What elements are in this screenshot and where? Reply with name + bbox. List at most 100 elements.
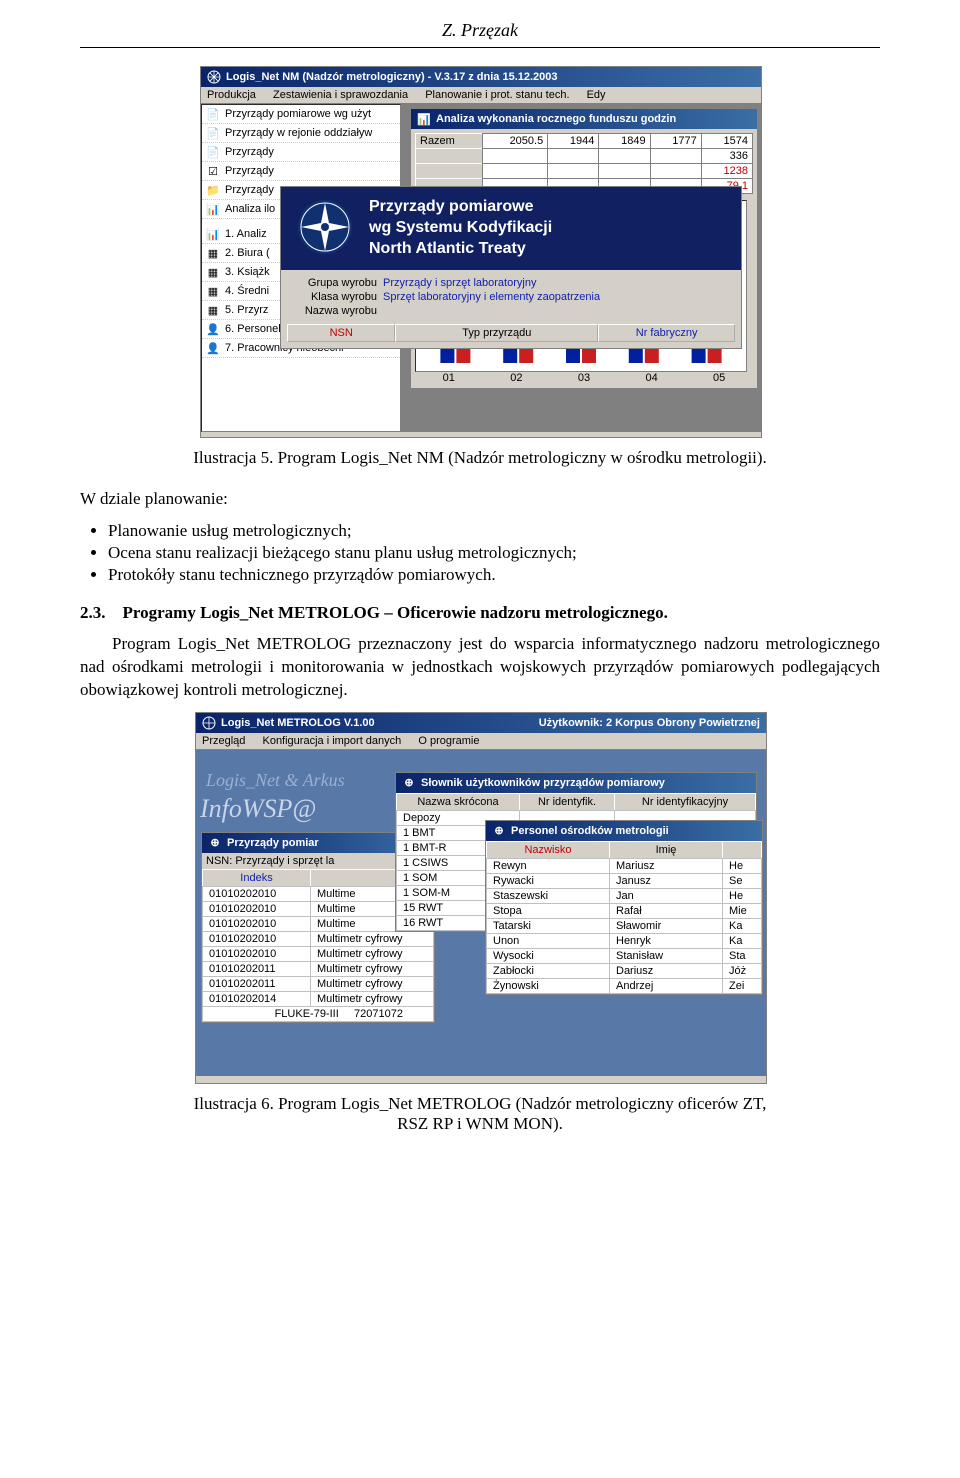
field-label: Klasa wyrobu xyxy=(287,291,383,303)
screenshot-1: Logis_Net NM (Nadzór metrologiczny) - V.… xyxy=(80,66,880,436)
menu-item[interactable]: Przegląd xyxy=(202,735,245,747)
figure-caption-5: Ilustracja 5. Program Logis_Net NM (Nadz… xyxy=(80,448,880,468)
table-row[interactable]: ŻynowskiAndrzejZei xyxy=(487,978,762,993)
col-indeks[interactable]: Indeks xyxy=(203,869,311,886)
side-item[interactable]: ☑ Przyrządy xyxy=(202,162,400,181)
table-row[interactable]: ZabłockiDariuszJóż xyxy=(487,963,762,978)
side-item[interactable]: 📄Przyrządy w rejonie oddziaływ xyxy=(202,124,400,143)
field-label: Nazwa wyrobu xyxy=(287,305,383,317)
users-dict-titlebar: ⊕ Słownik użytkowników przyrządów pomiar… xyxy=(396,773,756,793)
check-icon: ☑ xyxy=(206,164,220,178)
table-row[interactable]: 01010202014Multimetr cyfrowy xyxy=(203,991,434,1006)
side-item-label: 1. Analiz xyxy=(225,228,267,240)
side-item-label: Przyrządy pomiarowe wg użyt xyxy=(225,108,371,120)
page-header-author: Z. Przęzak xyxy=(80,20,880,41)
menu-item[interactable]: Planowanie i prot. stanu tech. xyxy=(425,89,569,101)
table-row[interactable]: 01010202011Multimetr cyfrowy xyxy=(203,961,434,976)
planning-bullets: Planowanie usług metrologicznych; Ocena … xyxy=(108,521,880,585)
instruments-title: Przyrządy pomiar xyxy=(227,837,319,849)
app-icon: ⊕ xyxy=(402,776,416,790)
table-cell: 336 xyxy=(701,149,752,164)
table-icon: ▦ xyxy=(206,303,220,317)
column-header-type[interactable]: Typ przyrządu xyxy=(395,324,598,342)
table-icon: ▦ xyxy=(206,246,220,260)
nato-banner-line: North Atlantic Treaty xyxy=(369,239,552,260)
side-item-label: 5. Przyrz xyxy=(225,304,268,316)
bullet: Ocena stanu realizacji bieżącego stanu p… xyxy=(108,543,880,563)
side-item-label: Przyrządy xyxy=(225,165,274,177)
users-dict-title: Słownik użytkowników przyrządów pomiarow… xyxy=(421,777,665,789)
chart-icon: 📊 xyxy=(417,112,431,126)
analysis-window-titlebar: 📊 Analiza wykonania rocznego funduszu go… xyxy=(411,109,757,129)
column-header-serial[interactable]: Nr fabryczny xyxy=(598,324,735,342)
field-value: Przyrządy i sprzęt laboratoryjny xyxy=(383,277,536,289)
metrolog-menubar[interactable]: Przegląd Konfiguracja i import danych O … xyxy=(196,733,766,750)
field-label: Grupa wyrobu xyxy=(287,277,383,289)
side-item-label: 4. Średni xyxy=(225,285,269,297)
analysis-values-table: Razem 2050.5 1944 1849 1777 1574 336 123… xyxy=(415,133,753,194)
table-cell: 2050.5 xyxy=(483,134,548,149)
table-icon: ▦ xyxy=(206,265,220,279)
col-identno[interactable]: Nr identyfik. xyxy=(520,793,615,810)
table-row[interactable]: 01010202010Multimetr cyfrowy xyxy=(203,931,434,946)
table-cell: 1574 xyxy=(701,134,752,149)
row-label: Razem xyxy=(416,134,483,149)
chart-icon: 📊 xyxy=(206,227,220,241)
personnel-title: Personel ośrodków metrologii xyxy=(511,825,669,837)
analysis-window-title: Analiza wykonania rocznego funduszu godz… xyxy=(436,113,676,125)
nato-banner-line: Przyrządy pomiarowe xyxy=(369,197,552,218)
col-firstname[interactable]: Imię xyxy=(610,841,723,858)
table-row[interactable]: StopaRafałMie xyxy=(487,903,762,918)
person-icon: 👤 xyxy=(206,341,220,355)
menu-item[interactable]: Konfiguracja i import danych xyxy=(262,735,401,747)
figure-caption-6: Ilustracja 6. Program Logis_Net METROLOG… xyxy=(80,1094,880,1134)
col-surname[interactable]: Nazwisko xyxy=(487,841,610,858)
main-window-menubar[interactable]: Produkcja Zestawienia i sprawozdania Pla… xyxy=(201,87,761,104)
table-row[interactable]: FLUKE-79-III 72071072 xyxy=(203,1006,434,1021)
nato-banner-line: wg Systemu Kodyfikacji xyxy=(369,218,552,239)
col-extra[interactable] xyxy=(723,841,762,858)
column-header-nsn[interactable]: NSN xyxy=(287,324,395,342)
table-cell: 1238 xyxy=(701,164,752,179)
col-shortname[interactable]: Nazwa skrócona xyxy=(397,793,520,810)
nato-star-icon xyxy=(295,197,355,260)
doc-icon: 📄 xyxy=(206,107,220,121)
app-icon xyxy=(207,70,221,84)
table-row[interactable]: RywackiJanuszSe xyxy=(487,873,762,888)
table-row[interactable]: RewynMariuszHe xyxy=(487,858,762,873)
metrolog-user: Użytkownik: 2 Korpus Obrony Powietrznej xyxy=(539,717,760,729)
side-item[interactable]: 📄Przyrządy xyxy=(202,143,400,162)
metrolog-titlebar: Logis_Net METROLOG V.1.00 Użytkownik: 2 … xyxy=(196,713,766,733)
personnel-titlebar: ⊕ Personel ośrodków metrologii xyxy=(486,821,762,841)
table-row[interactable]: StaszewskiJanHe xyxy=(487,888,762,903)
field-value: Sprzęt laboratoryjny i elementy zaopatrz… xyxy=(383,291,600,303)
col-identno2[interactable]: Nr identyfikacyjny xyxy=(615,793,756,810)
app-icon: ⊕ xyxy=(492,824,506,838)
dialog-field-row: Klasa wyrobu Sprzęt laboratoryjny i elem… xyxy=(287,290,735,304)
screenshot-2: Logis_Net METROLOG V.1.00 Użytkownik: 2 … xyxy=(80,712,880,1082)
dialog-field-row: Grupa wyrobu Przyrządy i sprzęt laborato… xyxy=(287,276,735,290)
chart-axis-labels: 01 02 03 04 05 xyxy=(415,372,753,384)
menu-item[interactable]: Produkcja xyxy=(207,89,256,101)
side-item-label: Przyrządy xyxy=(225,184,274,196)
table-row[interactable]: WysockiStanisławSta xyxy=(487,948,762,963)
person-icon: 👤 xyxy=(206,322,220,336)
menu-item[interactable]: Zestawienia i sprawozdania xyxy=(273,89,408,101)
table-row[interactable]: 01010202011Multimetr cyfrowy xyxy=(203,976,434,991)
table-row[interactable]: 01010202010Multimetr cyfrowy xyxy=(203,946,434,961)
folder-icon: 📁 xyxy=(206,183,220,197)
dialog-field-row: Nazwa wyrobu xyxy=(287,304,735,318)
table-icon: ▦ xyxy=(206,284,220,298)
side-item-label: Przyrządy xyxy=(225,146,274,158)
side-item[interactable]: 📄 Przyrządy pomiarowe wg użyt xyxy=(202,105,400,124)
table-row[interactable]: TatarskiSławomirKa xyxy=(487,918,762,933)
app-icon xyxy=(202,716,216,730)
menu-item[interactable]: Edy xyxy=(587,89,606,101)
personnel-table[interactable]: Nazwisko Imię RewynMariuszHeRywackiJanus… xyxy=(486,841,762,994)
doc-icon: 📄 xyxy=(206,126,220,140)
side-item-label: 2. Biura ( xyxy=(225,247,270,259)
chart-icon: 📊 xyxy=(206,202,220,216)
table-row[interactable]: UnonHenrykKa xyxy=(487,933,762,948)
table-cell: 1849 xyxy=(599,134,650,149)
menu-item[interactable]: O programie xyxy=(418,735,479,747)
